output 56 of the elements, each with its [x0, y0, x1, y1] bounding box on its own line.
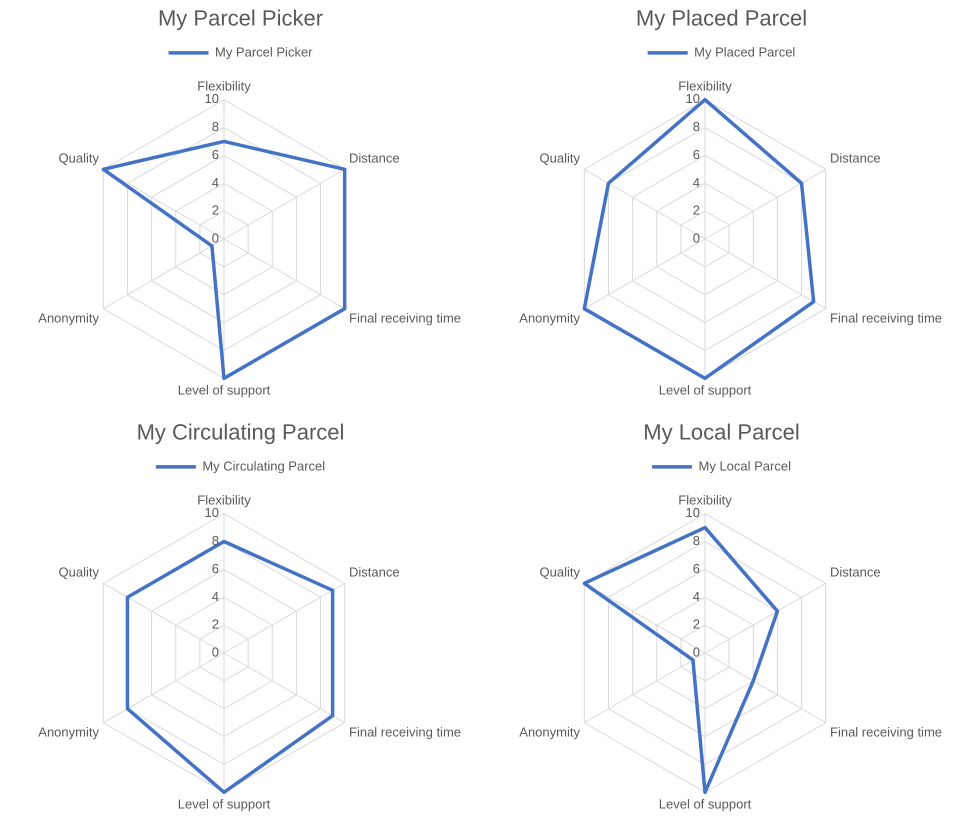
y-tick-label: 0 — [212, 644, 219, 660]
spoke-label: Level of support — [658, 382, 752, 398]
spoke-label: Final receiving time — [349, 310, 462, 326]
y-tick-label: 6 — [692, 146, 700, 162]
y-tick-label: 6 — [212, 146, 219, 162]
spoke-label: Flexibility — [678, 492, 732, 508]
spoke-label: Distance — [830, 150, 881, 166]
spoke-label: Quality — [540, 150, 580, 166]
y-tick-label: 0 — [692, 644, 700, 660]
y-tick-label: 10 — [204, 505, 219, 520]
spoke-label: Anonymity — [519, 310, 580, 326]
chart-title: My Parcel Picker — [158, 5, 324, 30]
legend-label: My Circulating Parcel — [202, 458, 326, 474]
spoke-label: Final receiving time — [349, 724, 462, 740]
y-tick-label: 4 — [692, 588, 700, 604]
y-tick-label: 6 — [212, 560, 219, 576]
y-tick-label: 8 — [692, 119, 700, 134]
y-tick-label: 2 — [212, 202, 219, 218]
y-tick-label: 2 — [212, 616, 219, 632]
spoke-label: Flexibility — [678, 78, 732, 94]
legend-label: My Parcel Picker — [214, 44, 314, 60]
spoke-label: Quality — [58, 564, 100, 580]
spoke-label: Distance — [349, 150, 400, 166]
y-tick-label: 0 — [212, 230, 219, 246]
y-tick-label: 4 — [212, 174, 219, 190]
chart-title: My Placed Parcel — [636, 5, 808, 30]
spoke-label: Anonymity — [38, 724, 100, 740]
y-tick-label: 6 — [692, 560, 700, 576]
spoke-label: Flexibility — [197, 492, 252, 508]
spoke-label: Final receiving time — [830, 724, 942, 740]
spoke-label: Flexibility — [197, 78, 252, 94]
legend-label: My Local Parcel — [698, 458, 792, 474]
spoke-label: Anonymity — [38, 310, 100, 326]
y-tick-label: 8 — [212, 533, 219, 548]
spoke-label: Quality — [58, 150, 100, 166]
spoke-label: Distance — [830, 564, 881, 580]
y-tick-label: 2 — [692, 202, 700, 218]
spoke-label: Level of support — [178, 382, 271, 398]
spoke-label: Level of support — [178, 796, 271, 812]
y-tick-label: 8 — [692, 533, 700, 548]
y-tick-label: 4 — [692, 174, 700, 190]
spoke-label: Distance — [349, 564, 400, 580]
y-tick-label: 10 — [686, 505, 700, 520]
spoke-label: Final receiving time — [830, 310, 942, 326]
spoke-label: Quality — [540, 564, 580, 580]
spoke-label: Anonymity — [519, 724, 580, 740]
spoke-label: Level of support — [658, 796, 752, 812]
chart-title: My Circulating Parcel — [136, 419, 344, 444]
y-tick-label: 2 — [692, 616, 700, 632]
chart-title: My Local Parcel — [643, 419, 800, 444]
y-tick-label: 10 — [686, 91, 700, 106]
y-tick-label: 8 — [212, 119, 219, 134]
y-tick-label: 0 — [692, 230, 700, 246]
y-tick-label: 4 — [212, 588, 219, 604]
legend-label: My Placed Parcel — [694, 44, 796, 60]
y-tick-label: 10 — [204, 91, 219, 106]
